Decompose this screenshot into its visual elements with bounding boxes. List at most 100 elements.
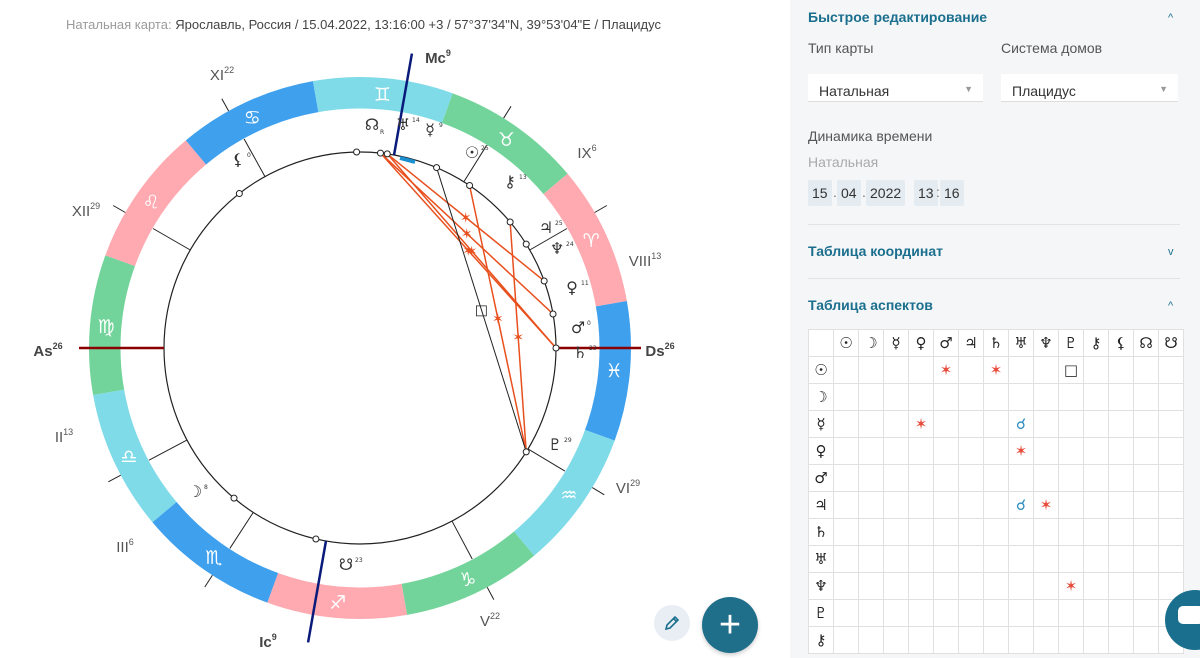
aspect-table-cell: [1058, 491, 1084, 519]
aspects-collapse-icon[interactable]: ^: [1168, 300, 1174, 312]
house-label: VI29: [616, 478, 640, 497]
aspect-table-cell: [1133, 464, 1159, 492]
aspect-table-cell: [883, 518, 909, 546]
aspect-table-cell[interactable]: ✶: [933, 356, 959, 384]
zodiac-sector: [93, 389, 177, 523]
aspect-table-cell[interactable]: ✶: [1008, 437, 1034, 465]
aspect-table-cell: [958, 356, 984, 384]
aspect-table-cell[interactable]: ✶: [1033, 491, 1059, 519]
aspect-table-cell[interactable]: ✶: [983, 356, 1009, 384]
planet-degree: 11: [581, 280, 589, 287]
aspect-table-cell: [958, 383, 984, 411]
aspect-table-header-cell: ♅: [1008, 329, 1034, 357]
aspect-table-row: ☉ ✶ ✶ □: [808, 356, 1184, 384]
aspect-table-cell[interactable]: ✶: [1058, 572, 1084, 600]
planet-degree: 14: [412, 117, 420, 124]
planet-glyph: ♂: [571, 318, 585, 337]
chart-type-select[interactable]: Натальная ▼: [808, 74, 983, 102]
house-label: XII29: [72, 201, 100, 220]
label-degree: 22: [490, 611, 500, 621]
aspect-table-cell: [833, 518, 859, 546]
planet-degree: 23: [355, 557, 363, 564]
aspect-table-cell: [858, 626, 884, 654]
aspect-table-cell: [1158, 410, 1184, 438]
house-cusp-tick: [594, 205, 608, 213]
aspect-line: [468, 185, 527, 453]
planet-glyph: ♃: [539, 218, 553, 237]
zodiac-sector: [312, 77, 453, 124]
aspects-table-title[interactable]: Таблица аспектов: [808, 297, 933, 313]
date-day-field[interactable]: 15: [808, 180, 832, 206]
aspect-table-cell: [933, 518, 959, 546]
zodiac-sector: [152, 501, 279, 603]
aspect-table-cell: [908, 518, 934, 546]
aspect-table-cell: [1133, 437, 1159, 465]
coords-table-title[interactable]: Таблица координат: [808, 243, 943, 259]
caption-details: Ярославль, Россия / 15.04.2022, 13:16:00…: [175, 17, 661, 32]
aspect-table-cell: [1158, 383, 1184, 411]
aspect-glyph: ✶: [492, 312, 504, 328]
aspect-table-cell: [858, 518, 884, 546]
chart-caption: Натальная карта: Ярославль, Россия / 15.…: [66, 17, 661, 32]
aspect-table-cell: [1083, 383, 1109, 411]
label-degree: 13: [63, 427, 73, 437]
aspect-table-cell: [933, 410, 959, 438]
aspect-table-cell[interactable]: □: [1058, 356, 1084, 384]
edit-pencil-button[interactable]: [654, 605, 690, 641]
date-year-field[interactable]: 2022: [866, 180, 906, 206]
add-button[interactable]: +: [702, 597, 758, 653]
aspect-table-row-planet: ♄: [808, 518, 834, 546]
chat-icon: [1178, 606, 1200, 624]
time-hour-field[interactable]: 13: [914, 180, 938, 206]
aspect-table-cell: [1083, 599, 1109, 627]
aspect-table-cell: [1108, 545, 1134, 573]
aspect-table-row-planet: ♃: [808, 491, 834, 519]
aspect-table-cell: [933, 626, 959, 654]
house-system-select[interactable]: Плацидус ▼: [1001, 74, 1178, 102]
planet-glyph: ♆: [550, 239, 564, 258]
aspect-table-cell: [858, 599, 884, 627]
aspect-table-cell: [1158, 518, 1184, 546]
aspect-table-cell[interactable]: ☌: [1008, 410, 1034, 438]
date-month-field[interactable]: 04: [837, 180, 861, 206]
aspect-table-cell[interactable]: ✶: [908, 410, 934, 438]
aspect-table-cell: [1108, 356, 1134, 384]
time-minute-field[interactable]: 16: [940, 180, 964, 206]
aspect-table-header-cell: ☉: [833, 329, 859, 357]
aspect-table-cell: [1133, 599, 1159, 627]
house-system-value: Плацидус: [1012, 83, 1076, 99]
aspect-table-cell: [933, 383, 959, 411]
aspect-table-header-cell: ♄: [983, 329, 1009, 357]
aspect-table-cell: [1008, 518, 1034, 546]
aspect-table-row-planet: ♀: [808, 437, 834, 465]
coords-expand-icon[interactable]: v: [1168, 246, 1174, 258]
aspect-table-cell: [833, 356, 859, 384]
aspect-table-cell[interactable]: ☌: [1008, 491, 1034, 519]
planet-position-dot: [522, 448, 530, 456]
aspect-table-row: ♅: [808, 545, 1184, 573]
aspect-table-cell: [883, 437, 909, 465]
aspect-table-cell: [933, 437, 959, 465]
axis-mc-line: [392, 53, 414, 156]
aspect-table-cell: [933, 599, 959, 627]
time-dynamics-label: Динамика времени: [808, 128, 933, 144]
aspect-table-row: ☿ ✶ ☌: [808, 410, 1184, 438]
house-cusp-line: [463, 145, 488, 183]
planet-position-dot: [433, 164, 441, 172]
aspect-glyph: ✶: [466, 244, 478, 260]
planet-glyph: ♄: [573, 343, 587, 362]
aspect-table-header-cell: ⚸: [1108, 329, 1134, 357]
wheel-inner-circle: [163, 151, 557, 545]
aspect-table-cell: [833, 572, 859, 600]
aspect-table-cell: [958, 572, 984, 600]
aspect-table-cell: [983, 491, 1009, 519]
quick-edit-collapse-icon[interactable]: ^: [1168, 12, 1174, 24]
planet-glyph: ⚸: [232, 150, 244, 169]
aspect-table-cell: [1108, 437, 1134, 465]
aspect-table-cell: [958, 626, 984, 654]
quick-edit-title[interactable]: Быстрое редактирование: [808, 9, 988, 25]
aspect-table-cell: [1083, 437, 1109, 465]
label-degree: 26: [53, 341, 63, 351]
house-label: XI22: [210, 65, 234, 84]
planet-retrograde-mark: R: [380, 129, 384, 136]
